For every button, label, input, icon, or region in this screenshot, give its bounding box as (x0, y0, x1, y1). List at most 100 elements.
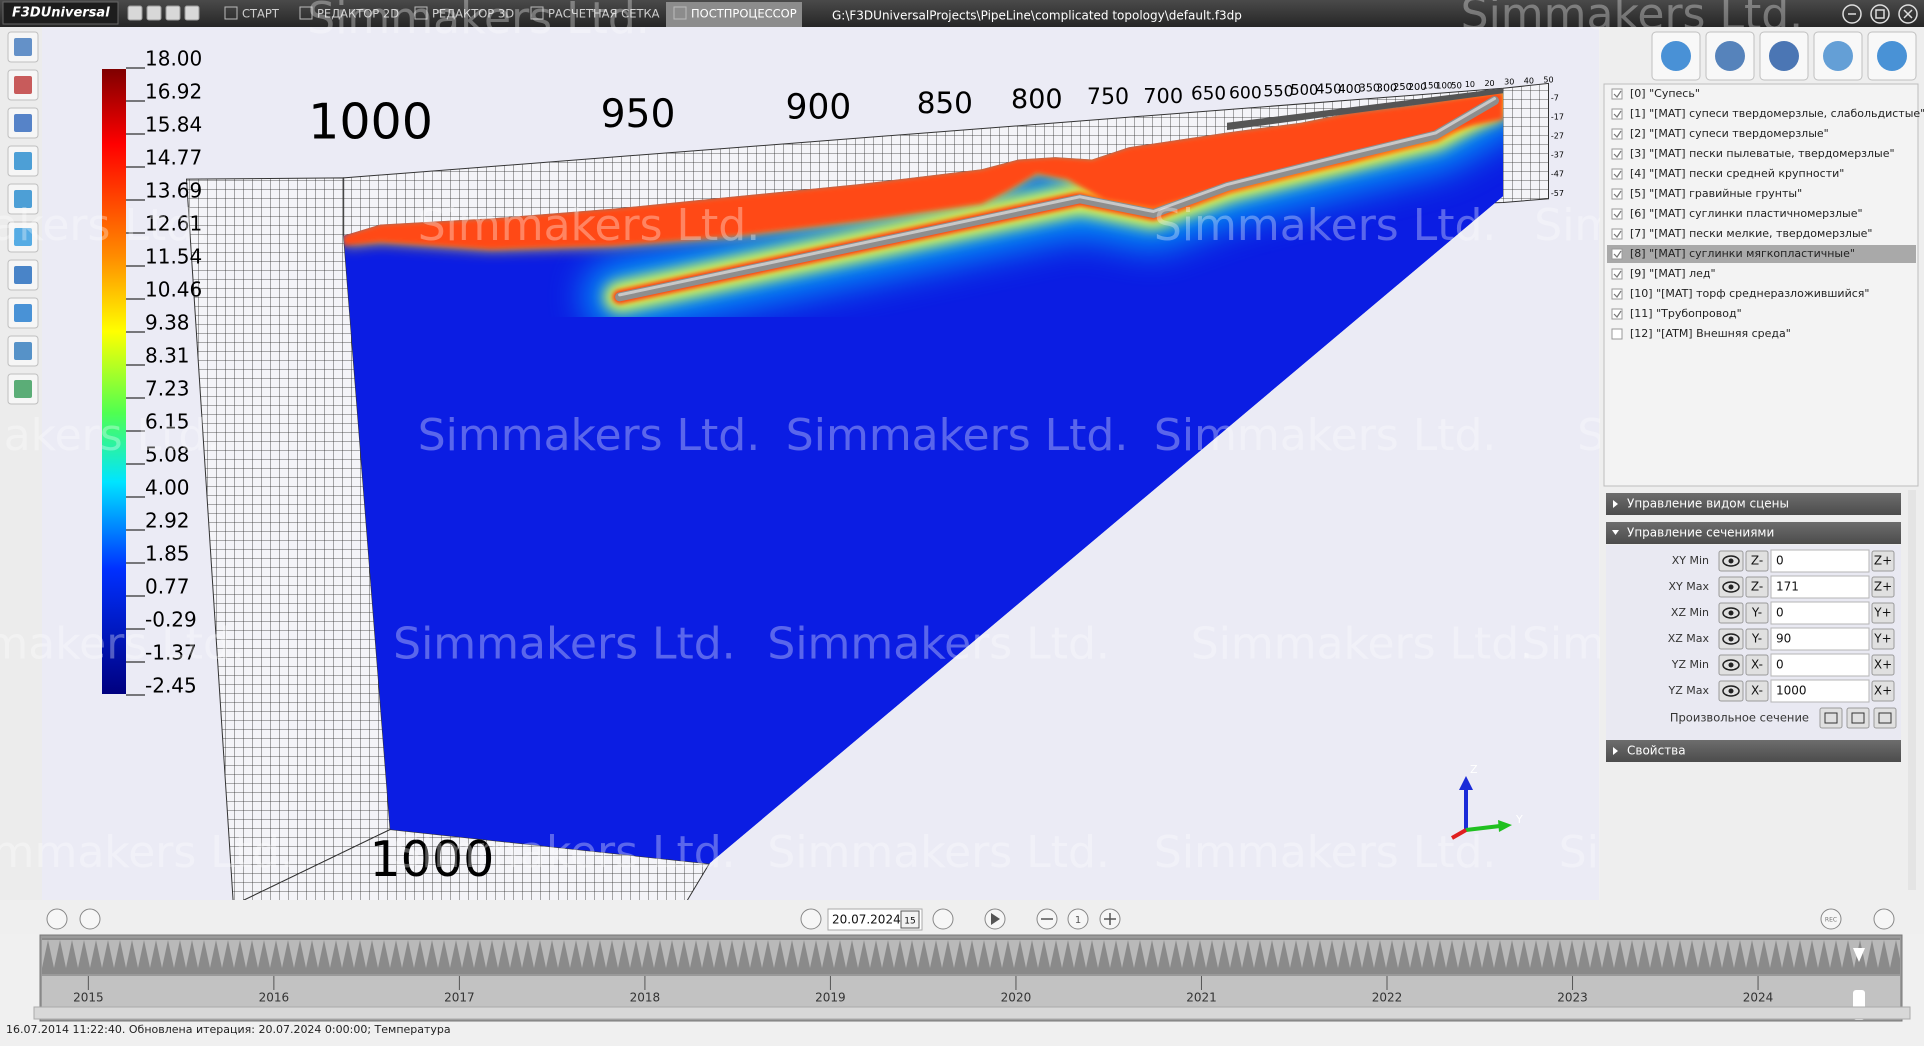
input-box[interactable] (1770, 575, 1870, 599)
button-glyph[interactable] (1878, 712, 1892, 724)
panel-icon-glyph[interactable] (1877, 41, 1907, 71)
material-checkbox[interactable] (1611, 328, 1623, 340)
section-arrow[interactable] (1613, 747, 1618, 755)
material-check[interactable] (1613, 90, 1622, 98)
calendar-icon[interactable] (900, 910, 920, 929)
toolbar-button[interactable] (127, 5, 143, 21)
material-item[interactable]: [3] "[MAT] пески пылеватые, твердомерзлы… (1611, 147, 1895, 160)
section-header[interactable]: Управление видом сцены (1606, 493, 1901, 515)
input-value[interactable]: 0 (1776, 606, 1784, 620)
button-label[interactable]: Y- (1751, 632, 1762, 646)
tool-button[interactable] (7, 31, 39, 63)
section-title[interactable]: Свойства (1627, 744, 1686, 758)
button-frame[interactable] (1745, 602, 1769, 624)
material-check[interactable] (1613, 150, 1622, 158)
eye-icon[interactable] (1722, 555, 1740, 567)
window-control[interactable] (1842, 4, 1862, 24)
material-check[interactable] (1613, 190, 1622, 198)
step-plus-button[interactable]: Z+ (1871, 550, 1895, 572)
toolbar-icon[interactable] (127, 5, 143, 21)
eye-icon[interactable] (1722, 659, 1740, 671)
section-title[interactable]: Управление видом сцены (1627, 497, 1789, 511)
step-minus-button[interactable]: Y- (1745, 602, 1769, 624)
eye-pupil[interactable] (1728, 662, 1734, 668)
tool-button-glyph[interactable] (14, 38, 32, 56)
tool-button[interactable] (7, 297, 39, 329)
next-button-icon[interactable] (932, 908, 954, 930)
panel-icon-glyph[interactable] (1715, 41, 1745, 71)
material-checkbox[interactable] (1611, 128, 1623, 140)
material-label[interactable]: [3] "[MAT] пески пылеватые, твердомерзлы… (1630, 147, 1895, 160)
eye-icon[interactable] (1722, 633, 1740, 645)
step-plus-button[interactable]: Y+ (1871, 602, 1895, 624)
tab[interactable]: СТАРТ (224, 6, 280, 21)
button-label[interactable]: Z- (1751, 554, 1763, 568)
tool-button[interactable] (7, 335, 39, 367)
tool-button-glyph[interactable] (14, 266, 32, 284)
scene-button[interactable] (46, 908, 68, 930)
tool-button-glyph[interactable] (14, 228, 32, 246)
section-header[interactable]: Управление сечениями (1606, 522, 1901, 544)
tool-button[interactable] (7, 107, 39, 139)
window-control-glyph[interactable] (1875, 9, 1885, 19)
material-label[interactable]: [6] "[MAT] суглинки пластичномерзлые" (1630, 207, 1863, 220)
cut-value-input[interactable]: 0 (1770, 601, 1870, 625)
more-button-icon[interactable] (1873, 908, 1895, 930)
material-label[interactable]: [4] "[MAT] пески средней крупности" (1630, 167, 1844, 180)
record-button[interactable]: REC (1820, 908, 1842, 930)
button-label[interactable]: Z- (1751, 580, 1763, 594)
button-frame[interactable] (1745, 680, 1769, 702)
material-check[interactable] (1613, 210, 1622, 218)
cut-value-input[interactable]: 0 (1770, 653, 1870, 677)
panel-icon-glyph[interactable] (1769, 41, 1799, 71)
tool-button-glyph[interactable] (14, 190, 32, 208)
tool-button-glyph[interactable] (14, 76, 32, 94)
tab-icon[interactable] (673, 6, 687, 20)
material-checkbox[interactable] (1611, 148, 1623, 160)
window-control-icon[interactable] (1898, 4, 1918, 24)
material-item[interactable]: [6] "[MAT] суглинки пластичномерзлые" (1611, 207, 1863, 220)
material-check[interactable] (1613, 290, 1622, 298)
date-value[interactable]: 20.07.2024 (832, 913, 901, 927)
material-selection[interactable] (1607, 245, 1916, 263)
material-checkbox[interactable] (1611, 108, 1623, 120)
panel-icon-button[interactable] (1813, 31, 1863, 81)
tool-button-glyph[interactable] (14, 114, 32, 132)
arbitrary-cut-button[interactable] (1873, 707, 1897, 729)
toolbar-icon[interactable] (165, 5, 181, 21)
section-header[interactable]: Свойства (1606, 740, 1901, 762)
input-value[interactable]: 171 (1776, 580, 1799, 594)
material-check[interactable] (1613, 250, 1622, 258)
toolbar-icon[interactable] (146, 5, 162, 21)
tab-label[interactable]: РЕДАКТОР 2D (317, 7, 399, 21)
visibility-button[interactable] (1718, 602, 1744, 624)
window-control-glyph[interactable] (1903, 9, 1913, 19)
date-picker[interactable]: 20.07.2024 15 (827, 908, 923, 931)
eye-icon[interactable] (1722, 685, 1740, 697)
tool-button-glyph[interactable] (14, 380, 32, 398)
tab-icon[interactable] (530, 6, 544, 20)
eye-pupil[interactable] (1728, 584, 1734, 590)
material-item[interactable]: [7] "[MAT] пески мелкие, твердомерзлые" (1611, 227, 1872, 240)
eye-pupil[interactable] (1728, 636, 1734, 642)
panel-icon-glyph[interactable] (1661, 41, 1691, 71)
eye-icon[interactable] (1722, 607, 1740, 619)
button-label[interactable]: X+ (1874, 684, 1892, 698)
step-plus-button[interactable]: Y+ (1871, 628, 1895, 650)
button-glyph[interactable] (1824, 712, 1838, 724)
button-frame[interactable] (1871, 628, 1895, 650)
cut-value-input[interactable]: 90 (1770, 627, 1870, 651)
calendar-day[interactable]: 15 (904, 917, 915, 927)
material-check[interactable] (1613, 310, 1622, 318)
visibility-button[interactable] (1718, 654, 1744, 676)
section-arrow[interactable] (1613, 500, 1618, 508)
record-button-icon[interactable] (1820, 908, 1842, 930)
step-size[interactable]: 1 (1067, 908, 1089, 930)
visibility-button[interactable] (1718, 680, 1744, 702)
toolbar-button[interactable] (184, 5, 200, 21)
window-control[interactable] (1870, 4, 1890, 24)
tool-button-glyph[interactable] (14, 342, 32, 360)
tab-icon[interactable] (224, 6, 238, 20)
scene-button-icon[interactable] (46, 908, 68, 930)
material-item[interactable]: [0] "Супесь" (1611, 87, 1700, 100)
